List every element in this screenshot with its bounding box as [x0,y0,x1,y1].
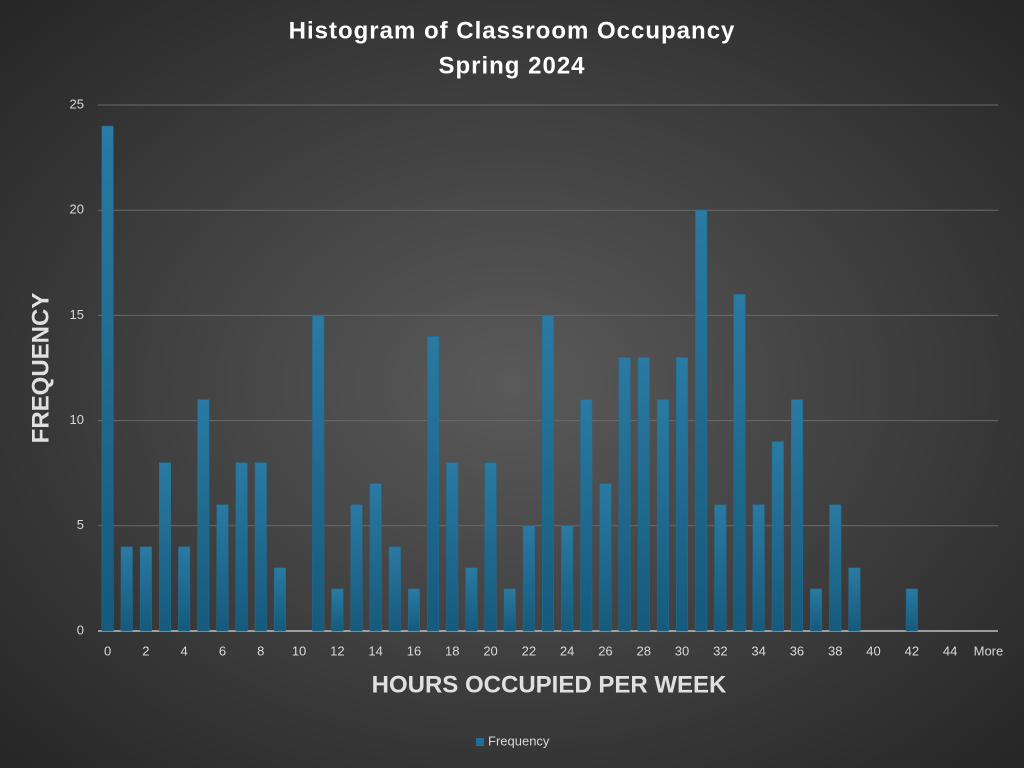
bar [561,525,574,632]
bar [273,567,286,632]
bar [714,504,727,632]
x-tick-label: 24 [560,643,574,658]
bar [810,588,823,632]
y-tick-label: 10 [70,412,84,427]
y-tick-label: 15 [70,307,84,322]
legend-label: Frequency [488,733,550,748]
x-tick-label: 6 [219,643,226,658]
y-axis-title: FREQUENCY [27,293,54,444]
chart-subtitle: Spring 2024 [438,52,585,79]
x-tick-label: 30 [675,643,689,658]
bar [484,462,497,632]
bar [465,567,478,632]
x-tick-label: 2 [142,643,149,658]
x-tick-label: 18 [445,643,459,658]
x-tick-label: 16 [407,643,421,658]
y-tick-label: 5 [77,517,84,532]
x-tick-label: 28 [637,643,651,658]
chart-title: Histogram of Classroom Occupancy [289,17,736,44]
bar [542,315,554,632]
bar [350,504,363,632]
y-tick-label: 0 [77,622,84,637]
x-tick-label: 4 [181,643,188,658]
bar [407,588,420,632]
bar [618,357,631,632]
bar [388,546,401,632]
x-axis-title: HOURS OCCUPIED PER WEEK [372,671,727,698]
bar [254,462,267,632]
x-tick-label: 14 [368,643,382,658]
bar [637,357,650,632]
legend-swatch [476,738,484,746]
bar [695,209,708,632]
bar [235,462,248,632]
x-tick-label: 40 [866,643,880,658]
y-tick-label: 20 [70,202,84,217]
x-tick-label: 22 [522,643,536,658]
bar [120,546,133,632]
x-tick-label: 32 [713,643,727,658]
bar [905,588,918,632]
x-tick-label: 34 [751,643,765,658]
y-tick-label: 25 [70,96,84,111]
x-tick-label: 44 [943,643,957,658]
bar [771,441,784,632]
bar [369,483,382,632]
x-tick-label: 10 [292,643,306,658]
bar [197,399,210,632]
bar [503,588,516,632]
bar [159,462,172,632]
bar [101,125,114,632]
bar [178,546,191,632]
x-tick-label: 8 [257,643,264,658]
x-tick-label: 26 [598,643,612,658]
bar [312,315,325,632]
x-tick-label: 38 [828,643,842,658]
bar [139,546,152,632]
bar [522,525,535,632]
bar [599,483,612,632]
bar [790,399,803,632]
bar [752,504,765,632]
bar [656,399,669,632]
bar [848,567,861,632]
bar [676,357,689,632]
bar [216,504,229,632]
bar [580,399,593,632]
bar [331,588,344,632]
bar [829,504,842,632]
x-tick-label: 0 [104,643,111,658]
x-tick-label: 20 [483,643,497,658]
x-tick-label: More [974,643,1004,658]
bar [446,462,459,632]
bar [427,336,440,632]
x-tick-label: 36 [790,643,804,658]
bar [733,294,746,632]
x-tick-label: 12 [330,643,344,658]
x-tick-label: 42 [905,643,919,658]
